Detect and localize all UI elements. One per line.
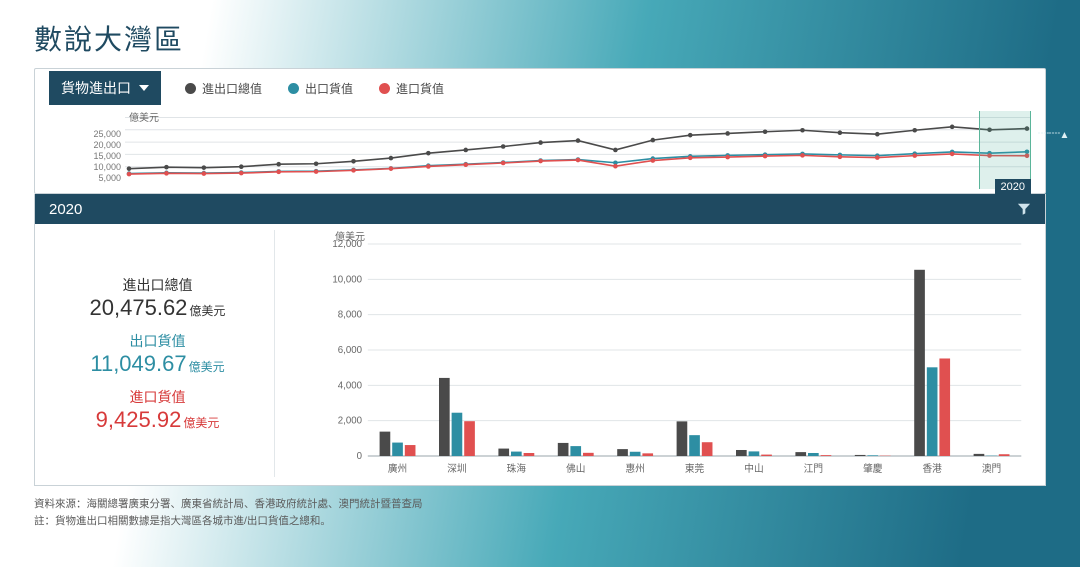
timeline-year-flag: 2020 [995, 179, 1031, 195]
stat-export-unit: 億美元 [189, 360, 225, 374]
svg-text:0: 0 [357, 451, 363, 462]
stat-import-unit: 億美元 [183, 416, 219, 430]
footer-notes: 資料來源：海關總署廣東分署、廣東省統計局、香港政府統計處、澳門統計暨普查局 註：… [34, 496, 1046, 530]
main-panel: 貨物進出口 進出口總值 出口貨值 進口貨值 億美元 25,00020,00015… [34, 68, 1046, 194]
timeline-y-label: 億美元 [129, 109, 159, 124]
stat-total-value: 20,475.62 [90, 295, 188, 320]
note-source: 資料來源：海關總署廣東分署、廣東省統計局、香港政府統計處、澳門統計暨普查局 [34, 496, 1046, 513]
svg-text:惠州: 惠州 [625, 462, 644, 475]
svg-text:江門: 江門 [804, 463, 823, 475]
svg-text:8,000: 8,000 [338, 310, 363, 321]
legend-label: 進出口總值 [202, 80, 262, 97]
legend-swatch-import [379, 83, 390, 94]
svg-text:深圳: 深圳 [447, 463, 466, 475]
stats-panel: 進出口總值 20,475.62億美元 出口貨值 11,049.67億美元 進口貨… [45, 230, 275, 477]
svg-text:廣州: 廣州 [388, 462, 407, 475]
chevron-down-icon [139, 83, 149, 93]
svg-text:10,000: 10,000 [332, 274, 362, 285]
svg-text:珠海: 珠海 [507, 462, 527, 475]
legend-item-import[interactable]: 進口貨值 [379, 80, 444, 97]
legend-item-export[interactable]: 出口貨值 [288, 80, 353, 97]
legend-swatch-total [185, 83, 196, 94]
stat-import: 進口貨值 9,425.92億美元 [49, 387, 266, 433]
city-bar-chart: 億美元 02,0004,0006,0008,00010,00012,000廣州深… [287, 230, 1035, 477]
stat-export: 出口貨值 11,049.67億美元 [49, 331, 266, 377]
timeline-brush[interactable] [979, 111, 1031, 189]
stat-import-label: 進口貨值 [49, 387, 266, 407]
stat-export-value: 11,049.67 [90, 351, 186, 376]
filter-icon[interactable] [1017, 202, 1031, 216]
scroll-hint-icon: ▲┊┊ [1037, 130, 1070, 145]
svg-text:4,000: 4,000 [338, 380, 363, 391]
legend-label: 出口貨值 [305, 80, 353, 97]
legend-swatch-export [288, 83, 299, 94]
year-ribbon: 2020 [34, 194, 1046, 224]
selected-year: 2020 [49, 201, 82, 218]
stat-export-label: 出口貨值 [49, 331, 266, 351]
svg-text:佛山: 佛山 [566, 462, 585, 475]
metric-dropdown-label: 貨物進出口 [61, 78, 131, 98]
legend-label: 進口貨值 [396, 80, 444, 97]
legend-item-total[interactable]: 進出口總值 [185, 80, 262, 97]
note-remark: 註：貨物進出口相關數據是指大灣區各城市進/出口貨值之總和。 [34, 513, 1046, 530]
stat-total-label: 進出口總值 [49, 275, 266, 295]
bar-svg: 02,0004,0006,0008,00010,00012,000廣州深圳珠海佛… [331, 232, 1029, 478]
timeline-svg [125, 111, 1031, 183]
svg-text:2,000: 2,000 [338, 416, 363, 427]
legend: 進出口總值 出口貨值 進口貨值 [185, 80, 444, 97]
content-row: 進出口總值 20,475.62億美元 出口貨值 11,049.67億美元 進口貨… [34, 224, 1046, 486]
svg-text:肇慶: 肇慶 [863, 462, 883, 475]
stat-total: 進出口總值 20,475.62億美元 [49, 275, 266, 321]
svg-text:6,000: 6,000 [338, 345, 363, 356]
svg-text:東莞: 東莞 [685, 462, 705, 475]
page-title: 數說大灣區 [34, 18, 1046, 58]
svg-text:中山: 中山 [744, 462, 763, 475]
controls-row: 貨物進出口 進出口總值 出口貨值 進口貨值 [35, 69, 1045, 107]
stat-import-value: 9,425.92 [96, 407, 182, 432]
timeline-y-ticks: 25,00020,00015,00010,0005,000 [81, 129, 121, 184]
timeline-chart[interactable]: 億美元 25,00020,00015,00010,0005,000 2020 [35, 107, 1045, 193]
stat-total-unit: 億美元 [189, 304, 225, 318]
bar-y-label: 億美元 [335, 228, 365, 243]
svg-text:香港: 香港 [922, 463, 942, 475]
svg-text:澳門: 澳門 [982, 462, 1001, 475]
metric-dropdown[interactable]: 貨物進出口 [49, 71, 161, 105]
